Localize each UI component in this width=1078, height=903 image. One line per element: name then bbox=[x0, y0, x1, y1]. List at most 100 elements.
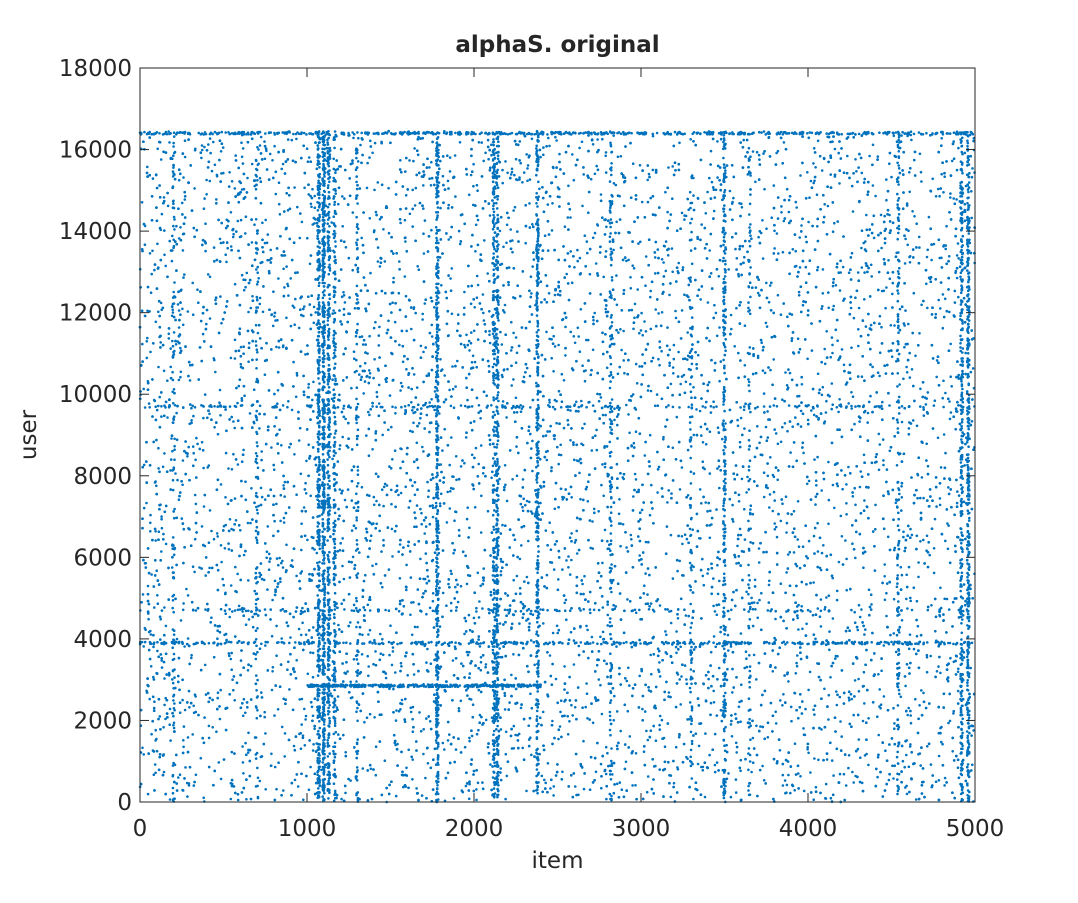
data-point bbox=[731, 691, 734, 694]
data-point bbox=[470, 331, 473, 334]
data-point bbox=[376, 181, 380, 184]
data-point bbox=[425, 661, 428, 664]
data-point bbox=[599, 193, 603, 196]
data-point bbox=[836, 484, 839, 488]
data-point bbox=[320, 768, 323, 772]
data-point bbox=[229, 797, 233, 801]
data-point bbox=[883, 214, 886, 218]
data-point bbox=[395, 709, 398, 712]
data-point bbox=[200, 148, 204, 152]
data-point bbox=[559, 710, 562, 714]
data-point bbox=[522, 375, 526, 379]
data-point bbox=[912, 647, 916, 651]
data-point bbox=[371, 564, 374, 568]
data-point bbox=[549, 548, 553, 551]
data-point bbox=[622, 477, 625, 481]
data-point bbox=[702, 583, 706, 587]
data-point bbox=[905, 365, 908, 369]
data-point bbox=[369, 539, 372, 543]
data-point bbox=[351, 211, 355, 214]
data-point bbox=[191, 733, 194, 736]
data-points bbox=[138, 129, 976, 804]
data-point bbox=[260, 495, 264, 499]
data-point bbox=[745, 657, 748, 660]
data-point bbox=[164, 542, 168, 546]
data-point bbox=[474, 250, 477, 253]
data-point bbox=[355, 492, 358, 496]
data-point bbox=[718, 326, 721, 329]
data-point bbox=[783, 779, 787, 782]
data-point bbox=[717, 603, 721, 606]
data-point bbox=[651, 134, 655, 138]
data-point bbox=[526, 167, 529, 170]
data-point bbox=[891, 292, 894, 296]
data-point bbox=[905, 371, 909, 374]
data-point bbox=[866, 411, 870, 415]
data-point bbox=[411, 778, 414, 781]
data-point bbox=[615, 220, 618, 224]
data-point bbox=[561, 568, 564, 571]
data-point bbox=[756, 356, 760, 360]
data-point bbox=[378, 217, 382, 221]
data-point bbox=[186, 310, 190, 313]
data-point bbox=[443, 748, 446, 751]
data-point bbox=[298, 698, 302, 701]
data-point bbox=[872, 236, 876, 240]
data-point bbox=[718, 557, 721, 561]
data-point bbox=[448, 156, 452, 159]
data-point bbox=[466, 694, 469, 697]
data-point bbox=[729, 795, 733, 799]
data-point bbox=[356, 322, 359, 326]
data-point bbox=[169, 469, 172, 472]
data-point bbox=[857, 677, 860, 681]
data-point bbox=[708, 753, 711, 757]
data-point bbox=[940, 172, 943, 176]
data-point bbox=[798, 236, 801, 239]
data-point bbox=[415, 441, 419, 445]
data-point bbox=[820, 393, 824, 397]
data-point bbox=[431, 506, 435, 510]
data-point bbox=[739, 533, 743, 537]
data-point bbox=[703, 795, 707, 799]
data-point bbox=[692, 797, 695, 801]
data-point bbox=[219, 414, 222, 417]
data-point bbox=[303, 305, 306, 308]
data-point bbox=[295, 371, 299, 375]
data-point bbox=[699, 298, 702, 301]
data-point bbox=[521, 505, 524, 509]
data-point bbox=[566, 714, 569, 718]
data-point bbox=[602, 494, 605, 498]
data-point bbox=[469, 341, 473, 345]
data-point bbox=[739, 758, 743, 762]
data-point bbox=[677, 350, 680, 354]
data-point bbox=[858, 485, 862, 489]
data-point bbox=[827, 718, 830, 721]
data-point bbox=[970, 190, 973, 193]
data-point bbox=[831, 483, 835, 487]
data-point bbox=[839, 514, 843, 518]
data-point bbox=[344, 417, 347, 421]
data-point bbox=[403, 275, 407, 278]
data-point bbox=[761, 764, 764, 768]
data-point bbox=[905, 202, 909, 205]
data-point bbox=[296, 785, 300, 788]
data-point bbox=[701, 557, 704, 561]
data-point bbox=[304, 481, 307, 485]
data-point bbox=[175, 224, 178, 228]
data-point bbox=[241, 162, 245, 165]
data-point bbox=[499, 330, 502, 334]
data-point bbox=[768, 284, 772, 287]
data-point bbox=[312, 305, 316, 309]
data-point bbox=[457, 528, 461, 532]
data-point bbox=[236, 463, 240, 466]
data-point bbox=[484, 151, 487, 155]
data-point bbox=[152, 773, 156, 776]
data-point bbox=[876, 371, 880, 375]
data-point bbox=[937, 298, 940, 302]
data-point bbox=[764, 321, 768, 325]
data-point bbox=[181, 459, 185, 462]
data-point bbox=[486, 509, 490, 513]
data-point bbox=[591, 143, 595, 146]
data-point bbox=[150, 732, 153, 736]
data-point bbox=[146, 165, 149, 169]
